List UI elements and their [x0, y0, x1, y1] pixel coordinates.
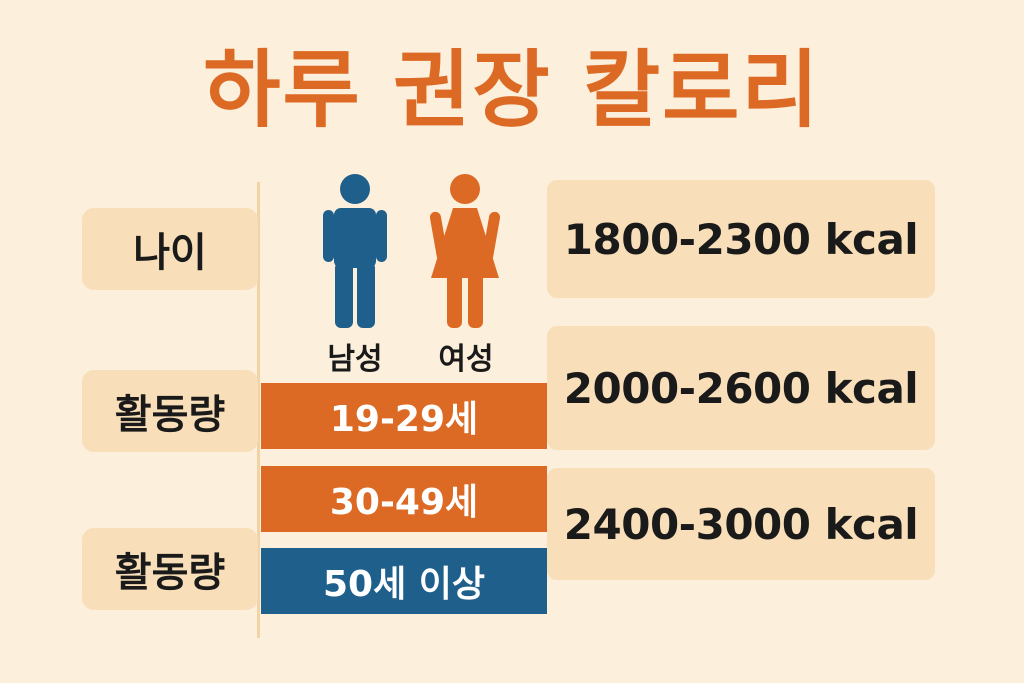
calorie-range-3: 2400-3000 kcal — [547, 468, 935, 580]
calorie-range-2: 2000-2600 kcal — [547, 326, 935, 450]
row-label-activity-1: 활동량 — [82, 370, 258, 452]
age-group-19-29: 19-29세 — [261, 383, 547, 449]
row-label-activity-2: 활동량 — [82, 528, 258, 610]
female-label: 여성 — [438, 342, 494, 377]
divider-line — [257, 182, 260, 638]
calorie-range-1: 1800-2300 kcal — [547, 180, 935, 298]
age-group-50-plus: 50세 이상 — [261, 548, 547, 614]
female-person-icon — [429, 174, 501, 328]
age-group-30-49: 30-49세 — [261, 466, 547, 532]
male-label: 남성 — [327, 342, 383, 377]
row-label-age: 나이 — [82, 208, 258, 290]
male-person-icon — [323, 174, 387, 328]
page-title: 하루 권장 칼로리 — [203, 41, 821, 139]
